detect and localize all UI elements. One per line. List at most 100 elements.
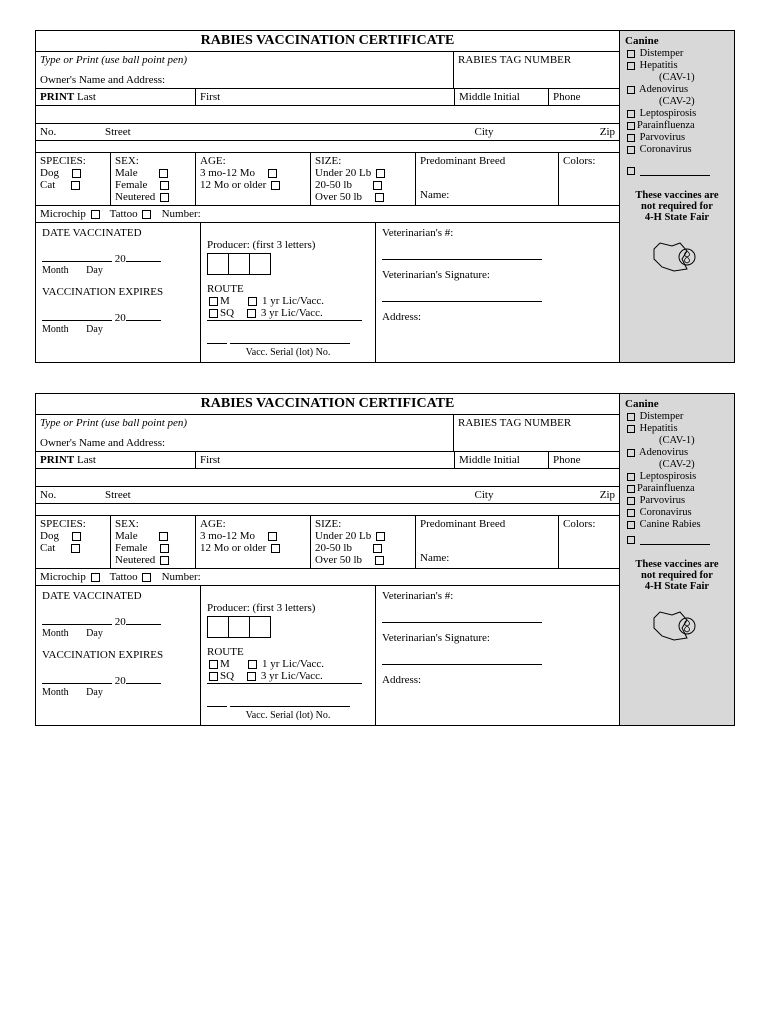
route-m2: M: [220, 658, 230, 670]
sex-label: SEX:: [115, 155, 191, 167]
side-cav1: (CAV-1): [625, 72, 729, 83]
mi-label: Middle Initial: [454, 89, 549, 105]
species-dog2: Dog: [40, 530, 59, 542]
checkbox[interactable]: [627, 134, 635, 142]
month-label2: Month: [42, 324, 69, 335]
side2-cav2: (CAV-2): [625, 459, 729, 470]
checkbox[interactable]: [159, 169, 168, 178]
checkbox[interactable]: [142, 210, 151, 219]
name-label: Name:: [420, 189, 554, 201]
checkbox[interactable]: [91, 210, 100, 219]
day-label3: Day: [86, 628, 103, 639]
age-3mo2: 3 mo-12 Mo: [200, 530, 255, 542]
checkbox[interactable]: [627, 122, 635, 130]
checkbox[interactable]: [627, 509, 635, 517]
phone-label: Phone: [549, 89, 619, 105]
checkbox[interactable]: [271, 181, 280, 190]
checkbox[interactable]: [160, 556, 169, 565]
checkbox[interactable]: [160, 193, 169, 202]
checkbox[interactable]: [142, 573, 151, 582]
checkbox[interactable]: [271, 544, 280, 553]
tag-number-label2: RABIES TAG NUMBER: [454, 415, 619, 451]
route-sq: SQ: [220, 307, 234, 319]
wa-4h-logo-icon: [625, 241, 729, 276]
sex-female: Female: [115, 179, 147, 191]
checkbox[interactable]: [71, 544, 80, 553]
side-lepto: Leptospirosis: [640, 108, 697, 119]
checkbox[interactable]: [375, 556, 384, 565]
checkbox[interactable]: [209, 309, 218, 318]
checkbox[interactable]: [72, 532, 81, 541]
number-label2: Number:: [162, 571, 201, 583]
checkbox[interactable]: [72, 169, 81, 178]
checkbox[interactable]: [627, 536, 635, 544]
checkbox[interactable]: [209, 672, 218, 681]
lic3-label: 3 yr Lic/Vacc.: [261, 307, 323, 319]
colors-label: Colors:: [559, 153, 619, 205]
checkbox[interactable]: [268, 169, 277, 178]
producer-boxes2[interactable]: [207, 616, 369, 638]
checkbox[interactable]: [627, 485, 635, 493]
checkbox[interactable]: [247, 309, 256, 318]
checkbox[interactable]: [373, 544, 382, 553]
vacc-exp-label2: VACCINATION EXPIRES: [42, 649, 194, 661]
checkbox[interactable]: [160, 181, 169, 190]
checkbox[interactable]: [159, 532, 168, 541]
species-dog: Dog: [40, 167, 59, 179]
sex-male: Male: [115, 167, 138, 179]
title2: RABIES VACCINATION CERTIFICATE: [36, 394, 619, 415]
size-label: SIZE:: [315, 155, 411, 167]
no-label2: No.: [36, 487, 101, 503]
checkbox[interactable]: [627, 425, 635, 433]
sex-neutered: Neutered: [115, 191, 155, 203]
print-label: PRINT: [40, 91, 74, 103]
checkbox[interactable]: [627, 110, 635, 118]
side-corona: Coronavirus: [640, 144, 692, 155]
checkbox[interactable]: [209, 660, 218, 669]
checkbox[interactable]: [375, 193, 384, 202]
checkbox[interactable]: [268, 532, 277, 541]
side-para: Parainfluenza: [637, 120, 695, 131]
side-blank-line2[interactable]: [640, 544, 710, 545]
title: RABIES VACCINATION CERTIFICATE: [36, 31, 619, 52]
checkbox[interactable]: [627, 497, 635, 505]
checkbox[interactable]: [248, 660, 257, 669]
checkbox[interactable]: [91, 573, 100, 582]
checkbox[interactable]: [248, 297, 257, 306]
checkbox[interactable]: [627, 521, 635, 529]
checkbox[interactable]: [160, 544, 169, 553]
instruction: Type or Print (use ball point pen): [40, 54, 449, 66]
species-label: SPECIES:: [40, 155, 106, 167]
vet-num-label: Veterinarian's #:: [382, 227, 613, 239]
checkbox[interactable]: [209, 297, 218, 306]
checkbox[interactable]: [627, 449, 635, 457]
side-panel-2: Canine Distemper Hepatitis (CAV-1) Adeno…: [620, 393, 735, 726]
checkbox[interactable]: [627, 146, 635, 154]
checkbox[interactable]: [627, 473, 635, 481]
checkbox[interactable]: [627, 413, 635, 421]
checkbox[interactable]: [627, 50, 635, 58]
checkbox[interactable]: [71, 181, 80, 190]
checkbox[interactable]: [376, 532, 385, 541]
checkbox[interactable]: [247, 672, 256, 681]
route-sq2: SQ: [220, 670, 234, 682]
producer-boxes[interactable]: [207, 253, 369, 275]
side-cav2: (CAV-2): [625, 96, 729, 107]
checkbox[interactable]: [627, 86, 635, 94]
checkbox[interactable]: [627, 167, 635, 175]
vet-num-label2: Veterinarian's #:: [382, 590, 613, 602]
side2-note2: not required for: [625, 570, 729, 581]
checkbox[interactable]: [376, 169, 385, 178]
instruction2: Type or Print (use ball point pen): [40, 417, 449, 429]
checkbox[interactable]: [373, 181, 382, 190]
tattoo-label2: Tattoo: [110, 571, 138, 583]
side-blank-line[interactable]: [640, 175, 710, 176]
certificate-1: RABIES VACCINATION CERTIFICATE Type or P…: [35, 30, 735, 363]
age-12mo: 12 Mo or older: [200, 179, 266, 191]
lic1-label2: 1 yr Lic/Vacc.: [262, 658, 324, 670]
side-adeno: Adenovirus: [639, 84, 688, 95]
wa-4h-logo-icon: [625, 610, 729, 645]
breed-label: Predominant Breed: [420, 155, 554, 167]
checkbox[interactable]: [627, 62, 635, 70]
owner-label: Owner's Name and Address:: [40, 74, 449, 86]
